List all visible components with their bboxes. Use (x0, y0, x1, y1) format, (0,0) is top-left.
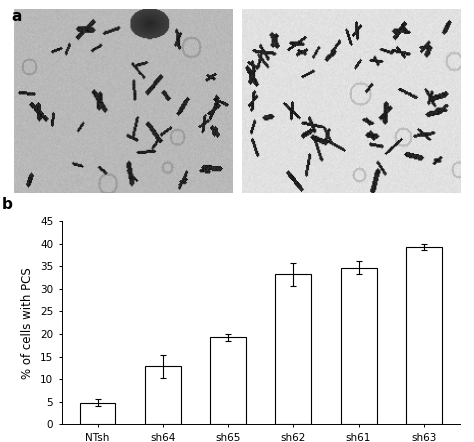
Bar (275, 274, 311, 424)
Text: a: a (12, 9, 22, 24)
Bar (80, 403, 116, 424)
Bar (210, 337, 246, 424)
Bar (145, 366, 181, 424)
Text: b: b (2, 197, 13, 212)
Bar (341, 267, 376, 424)
Bar (406, 247, 442, 424)
Y-axis label: % of cells with PCS: % of cells with PCS (21, 267, 35, 378)
